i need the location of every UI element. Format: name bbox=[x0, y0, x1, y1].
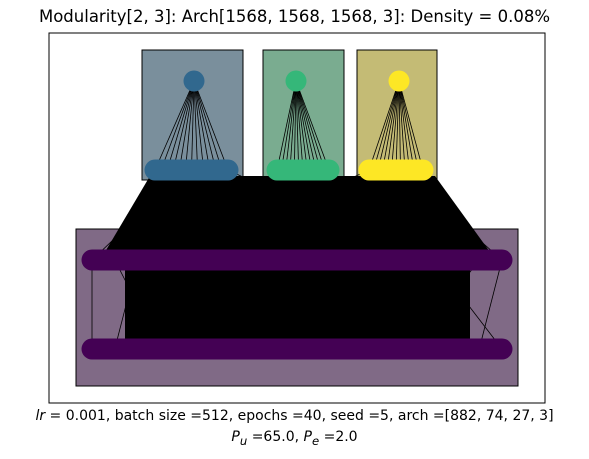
edge-output-hidden bbox=[191, 80, 195, 171]
edge-output-hidden bbox=[395, 80, 400, 171]
edge-output-hidden bbox=[193, 80, 229, 171]
caption-line-1: lr = 0.001, batch size =512, epochs =40,… bbox=[0, 408, 589, 424]
edge-output-hidden bbox=[398, 80, 410, 171]
lr-label: lr bbox=[35, 408, 46, 424]
edge-output-hidden bbox=[280, 80, 297, 171]
edge-output-hidden bbox=[295, 80, 313, 171]
edge-output-hidden bbox=[295, 80, 317, 171]
edge-output-hidden bbox=[289, 80, 297, 171]
edge-output-hidden bbox=[295, 80, 326, 171]
edge-output-hidden bbox=[276, 80, 297, 171]
edge-output-hidden bbox=[193, 80, 205, 171]
edge-output-hidden bbox=[178, 80, 195, 171]
pu-value: =65.0, bbox=[247, 429, 304, 445]
output-node-1 bbox=[183, 70, 205, 92]
pu-label: P bbox=[231, 429, 240, 445]
neuron-nodes bbox=[81, 70, 513, 360]
figure-title: Modularity[2, 3]: Arch[1568, 1568, 1568,… bbox=[38, 7, 551, 26]
edge-output-hidden bbox=[398, 80, 424, 171]
edge-output-hidden bbox=[154, 80, 195, 171]
edge-output-hidden bbox=[373, 80, 400, 171]
caption-params: = 0.001, batch size =512, epochs =40, se… bbox=[45, 408, 554, 424]
edge-output-hidden bbox=[172, 80, 195, 171]
connection-edges bbox=[91, 80, 503, 350]
pe-value: =2.0 bbox=[319, 429, 358, 445]
edge-output-hidden bbox=[193, 80, 211, 171]
edge-output-hidden bbox=[295, 80, 308, 171]
edge-output-hidden bbox=[368, 80, 400, 171]
output-node-2 bbox=[285, 70, 307, 92]
edge-output-hidden bbox=[285, 80, 297, 171]
edge-output-hidden bbox=[377, 80, 400, 171]
edge-output-hidden bbox=[166, 80, 195, 171]
edge-bundle-lower bbox=[125, 268, 470, 340]
edge-output-hidden bbox=[185, 80, 195, 171]
edge-output-hidden bbox=[398, 80, 415, 171]
edge-output-hidden bbox=[295, 80, 300, 171]
edge-output-hidden bbox=[398, 80, 401, 171]
pu-subscript: u bbox=[239, 433, 248, 448]
edge-bundle-upper bbox=[105, 176, 490, 252]
edge-output-hidden bbox=[193, 80, 198, 171]
edge-output-hidden bbox=[160, 80, 195, 171]
edge-output-hidden bbox=[391, 80, 400, 171]
pe-subscript: e bbox=[311, 433, 320, 448]
edge-output-hidden bbox=[293, 80, 297, 171]
edge-output-hidden bbox=[398, 80, 406, 171]
edge-output-hidden bbox=[386, 80, 400, 171]
edge-output-hidden bbox=[193, 80, 223, 171]
edge-output-hidden bbox=[382, 80, 400, 171]
pe-label: P bbox=[303, 429, 312, 445]
edge-top-bottom-row bbox=[478, 259, 503, 350]
edge-output-hidden bbox=[398, 80, 419, 171]
output-node-3 bbox=[388, 70, 410, 92]
edge-output-hidden bbox=[295, 80, 304, 171]
edge-output-hidden bbox=[295, 80, 321, 171]
edge-output-hidden bbox=[295, 80, 330, 171]
edge-output-hidden bbox=[193, 80, 217, 171]
caption-line-2: Pu =65.0, Pe =2.0 bbox=[0, 429, 589, 448]
